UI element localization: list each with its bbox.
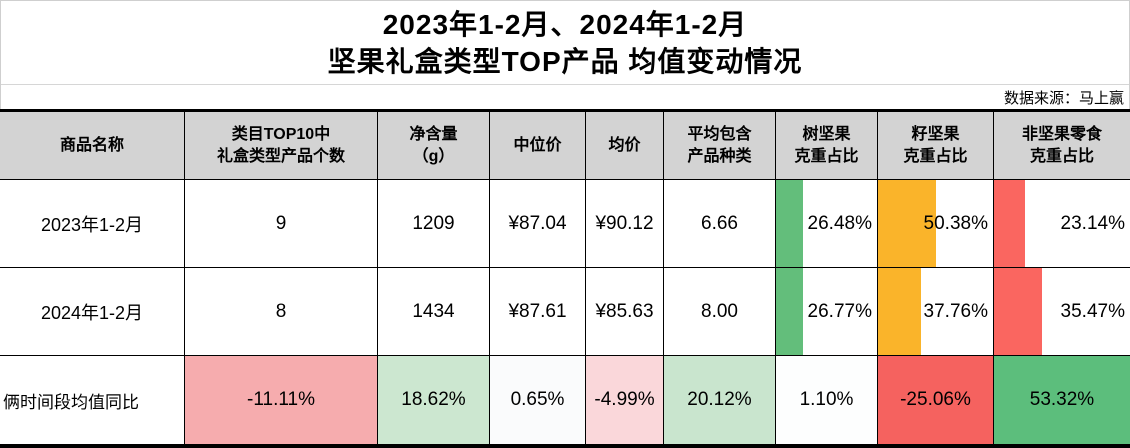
red-data-bar bbox=[994, 268, 1043, 355]
cell-value: -11.11% bbox=[247, 389, 315, 410]
page-title-line-2: 坚果礼盒类型TOP产品 均值变动情况 bbox=[327, 45, 803, 77]
header-cell-product-name: 商品名称 bbox=[0, 112, 185, 180]
cell-row-yoy-change-seed-nut-weight-share: -25.06% bbox=[878, 356, 994, 444]
header-label: 产品种类 bbox=[687, 147, 752, 165]
header-label: 平均包含 bbox=[687, 125, 752, 143]
page-title-line-1: 2023年1-2月、2024年1-2月 bbox=[382, 8, 748, 40]
cell-row-2023-jan-feb-giftbox-top10-count: 9 bbox=[185, 180, 378, 268]
green-data-bar bbox=[776, 180, 803, 267]
cell-row-2024-jan-feb-giftbox-top10-count: 8 bbox=[185, 268, 378, 356]
data-source-label: 数据来源：马上赢 bbox=[1003, 89, 1124, 107]
cell-row-2024-jan-feb-tree-nut-weight-share: 26.77% bbox=[776, 268, 878, 356]
cell-value: 俩时间段均值同比 bbox=[3, 392, 139, 412]
cell-row-2023-jan-feb-product-name: 2023年1-2月 bbox=[0, 180, 185, 268]
cell-value: ¥87.04 bbox=[508, 212, 567, 234]
cell-value: ¥90.12 bbox=[595, 212, 654, 234]
cell-row-yoy-change-average-price: -4.99% bbox=[586, 356, 664, 444]
cell-row-2024-jan-feb-average-price: ¥85.63 bbox=[586, 268, 664, 356]
cell-row-2024-jan-feb-product-name: 2024年1-2月 bbox=[0, 268, 185, 356]
cell-value: 20.12% bbox=[687, 389, 752, 410]
cell-value: 53.32% bbox=[1029, 389, 1095, 410]
header-cell-median-price: 中位价 bbox=[490, 112, 586, 180]
data-source-row: 数据来源：马上赢 bbox=[1, 85, 1129, 109]
header-label: 中位价 bbox=[513, 136, 562, 154]
cell-row-2024-jan-feb-median-price: ¥87.61 bbox=[490, 268, 586, 356]
cell-row-yoy-change-tree-nut-weight-share: 1.10% bbox=[776, 356, 878, 444]
cell-row-yoy-change-net-weight-g: 18.62% bbox=[378, 356, 490, 444]
cell-value: 35.47% bbox=[1060, 300, 1125, 322]
header-label: 非坚果零食 bbox=[1021, 125, 1102, 143]
header-cell-giftbox-top10-count: 类目TOP10中 礼盒类型产品个数 bbox=[185, 112, 378, 180]
orange-data-bar bbox=[878, 268, 922, 355]
title-block: 2023年1-2月、2024年1-2月 坚果礼盒类型TOP产品 均值变动情况 bbox=[1, 1, 1129, 85]
cell-value: 8 bbox=[275, 300, 287, 322]
cell-row-2024-jan-feb-net-weight-g: 1434 bbox=[378, 268, 490, 356]
cell-row-yoy-change-non-nut-snack-weight-share: 53.32% bbox=[994, 356, 1130, 444]
header-cell-average-price: 均价 bbox=[586, 112, 664, 180]
cell-row-2024-jan-feb-avg-product-variety: 8.00 bbox=[664, 268, 776, 356]
header-cell-tree-nut-weight-share: 树坚果 克重占比 bbox=[776, 112, 878, 180]
cell-value: ¥87.61 bbox=[508, 300, 567, 322]
cell-row-2023-jan-feb-net-weight-g: 1209 bbox=[378, 180, 490, 268]
header-cell-seed-nut-weight-share: 籽坚果 克重占比 bbox=[878, 112, 994, 180]
header-label: 克重占比 bbox=[903, 147, 968, 165]
cell-value: 1209 bbox=[412, 212, 455, 234]
cell-value: -4.99% bbox=[594, 389, 655, 410]
cell-row-2023-jan-feb-median-price: ¥87.04 bbox=[490, 180, 586, 268]
cell-row-2023-jan-feb-average-price: ¥90.12 bbox=[586, 180, 664, 268]
header-cell-avg-product-variety: 平均包含 产品种类 bbox=[664, 112, 776, 180]
header-label: 均价 bbox=[608, 136, 641, 154]
header-label: 籽坚果 bbox=[911, 125, 960, 143]
title-area: 2023年1-2月、2024年1-2月 坚果礼盒类型TOP产品 均值变动情况 数… bbox=[0, 0, 1130, 109]
cell-row-yoy-change-giftbox-top10-count: -11.11% bbox=[185, 356, 378, 444]
header-cell-net-weight-g: 净含量 （g） bbox=[378, 112, 490, 180]
cell-row-2023-jan-feb-seed-nut-weight-share: 50.38% bbox=[878, 180, 994, 268]
cell-row-yoy-change-product-name: 俩时间段均值同比 bbox=[0, 356, 185, 444]
cell-row-2024-jan-feb-seed-nut-weight-share: 37.76% bbox=[878, 268, 994, 356]
header-label: 克重占比 bbox=[1029, 147, 1094, 165]
cell-value: 2024年1-2月 bbox=[40, 302, 144, 323]
cell-row-2023-jan-feb-tree-nut-weight-share: 26.48% bbox=[776, 180, 878, 268]
cell-value: 9 bbox=[275, 212, 287, 234]
header-label: 克重占比 bbox=[794, 147, 859, 165]
cell-row-2024-jan-feb-non-nut-snack-weight-share: 35.47% bbox=[994, 268, 1130, 356]
cell-value: -25.06% bbox=[900, 389, 971, 410]
cell-value: 50.38% bbox=[923, 212, 988, 234]
cell-value: 2023年1-2月 bbox=[40, 214, 144, 235]
header-label: 类目TOP10中 bbox=[231, 125, 331, 143]
cell-value: 26.48% bbox=[807, 212, 872, 234]
red-data-bar bbox=[994, 180, 1026, 267]
header-label: 净含量 bbox=[409, 125, 458, 143]
cell-row-yoy-change-avg-product-variety: 20.12% bbox=[664, 356, 776, 444]
header-label: 树坚果 bbox=[802, 125, 851, 143]
header-label: 商品名称 bbox=[59, 136, 124, 154]
cell-value: 8.00 bbox=[701, 300, 738, 322]
cell-row-2023-jan-feb-avg-product-variety: 6.66 bbox=[664, 180, 776, 268]
cell-row-2023-jan-feb-non-nut-snack-weight-share: 23.14% bbox=[994, 180, 1130, 268]
cell-value: 6.66 bbox=[701, 212, 738, 234]
cell-value: 0.65% bbox=[510, 389, 565, 410]
header-cell-non-nut-snack-weight-share: 非坚果零食 克重占比 bbox=[994, 112, 1130, 180]
header-label: （g） bbox=[412, 147, 455, 165]
cell-value: 26.77% bbox=[807, 300, 872, 322]
header-label: 礼盒类型产品个数 bbox=[216, 147, 345, 165]
cell-row-yoy-change-median-price: 0.65% bbox=[490, 356, 586, 444]
cell-value: 1.10% bbox=[799, 389, 854, 410]
green-data-bar bbox=[776, 268, 804, 355]
cell-value: 18.62% bbox=[401, 389, 466, 410]
cell-value: 37.76% bbox=[923, 300, 988, 322]
cell-value: 1434 bbox=[412, 300, 455, 322]
cell-value: ¥85.63 bbox=[595, 300, 654, 322]
orange-data-bar bbox=[878, 180, 936, 267]
data-table: 商品名称 类目TOP10中 礼盒类型产品个数 净含量 （g） 中位价 均价 平均包含 产品种类树… bbox=[0, 109, 1130, 448]
cell-value: 23.14% bbox=[1060, 212, 1125, 234]
